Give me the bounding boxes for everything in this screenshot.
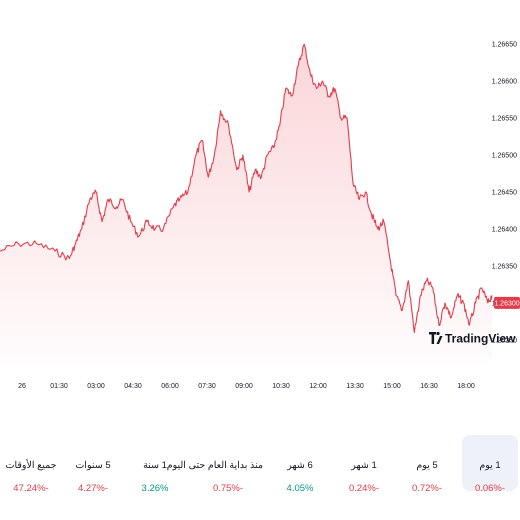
tradingview-watermark[interactable]: TradingView <box>429 332 516 346</box>
price-line <box>0 43 493 333</box>
period-label: 1 يوم <box>479 460 501 471</box>
period-tab-1y[interactable]: 1 سنة 3.26% <box>120 435 190 494</box>
period-performance-bar: 1 يوم 0.06%- 5 يوم 0.72%- 1 شهر 0.24%- 6 شهر 4.… <box>0 435 520 495</box>
time-tick-label: 04:30 <box>124 383 142 390</box>
period-change-value: 3.26% <box>141 483 169 494</box>
period-change-value: 4.27%- <box>77 483 109 494</box>
period-label: جميع الأوقات <box>5 460 57 471</box>
period-change-value: 0.75%- <box>212 483 244 494</box>
time-tick-label: 16:30 <box>420 383 438 390</box>
period-change-value: 0.72%- <box>411 483 443 494</box>
price-tick-label: 1.26450 <box>492 190 517 197</box>
time-tick-label: 06:00 <box>161 383 179 390</box>
period-change-value: 4.05% <box>286 483 314 494</box>
period-label: 1 سنة <box>143 460 167 471</box>
period-change-value: 0.24%- <box>348 483 380 494</box>
price-tick-label: 1.26400 <box>492 226 517 233</box>
time-tick-label: 01:30 <box>50 383 68 390</box>
period-label: 5 سنوات <box>75 460 111 471</box>
time-tick-label: 13:30 <box>346 383 364 390</box>
price-chart[interactable]: 1.26650 1.26600 1.26550 1.26500 1.26450 1.264… <box>0 0 520 400</box>
time-tick-label: 10:30 <box>272 383 290 390</box>
period-label: 1 شهر <box>351 460 377 471</box>
period-change-value: 0.06%- <box>474 483 506 494</box>
time-axis: 26 01:30 03:00 04:30 06:00 07:30 09:00 10:30 12:… <box>18 383 475 390</box>
price-tick-label: 1.26650 <box>492 42 517 49</box>
tradingview-wordmark: TradingView <box>445 332 516 346</box>
time-tick-label: 18:00 <box>457 383 475 390</box>
price-tick-label: 1.26600 <box>492 79 517 86</box>
period-label: 6 شهر <box>287 460 313 471</box>
time-tick-label: 07:30 <box>198 383 216 390</box>
period-change-value: 47.24%- <box>13 483 49 494</box>
price-tick-label: 1.26500 <box>492 153 517 160</box>
last-price-marker: 1.26300 <box>494 296 520 309</box>
period-label: منذ بداية العام حتى اليوم <box>166 460 263 471</box>
period-tab-5y[interactable]: 5 سنوات 4.27%- <box>58 435 128 494</box>
time-tick-label: 15:00 <box>383 383 401 390</box>
svg-text:1.26300: 1.26300 <box>494 300 519 307</box>
time-tick-label: 12:00 <box>309 383 327 390</box>
period-label: 5 يوم <box>416 460 438 471</box>
period-tab-5d[interactable]: 5 يوم 0.72%- <box>392 435 462 494</box>
time-tick-label: 09:00 <box>235 383 253 390</box>
price-tick-label: 1.26350 <box>492 263 517 270</box>
price-tick-label: 1.26250 <box>492 337 517 344</box>
period-tab-ytd[interactable]: منذ بداية العام حتى اليوم 0.75%- <box>166 435 263 494</box>
price-tick-label: 1.26550 <box>492 116 517 123</box>
period-tab-6m[interactable]: 6 شهر 4.05% <box>265 435 335 494</box>
price-area-fill <box>0 44 492 362</box>
period-tab-1m[interactable]: 1 شهر 0.24%- <box>329 435 399 494</box>
tradingview-logo-icon <box>429 331 443 344</box>
time-tick-label: 26 <box>18 383 26 390</box>
period-tab-1d[interactable]: 1 يوم 0.06%- <box>462 435 518 494</box>
period-tab-all[interactable]: جميع الأوقات 47.24%- <box>0 435 66 494</box>
time-tick-label: 03:00 <box>87 383 105 390</box>
